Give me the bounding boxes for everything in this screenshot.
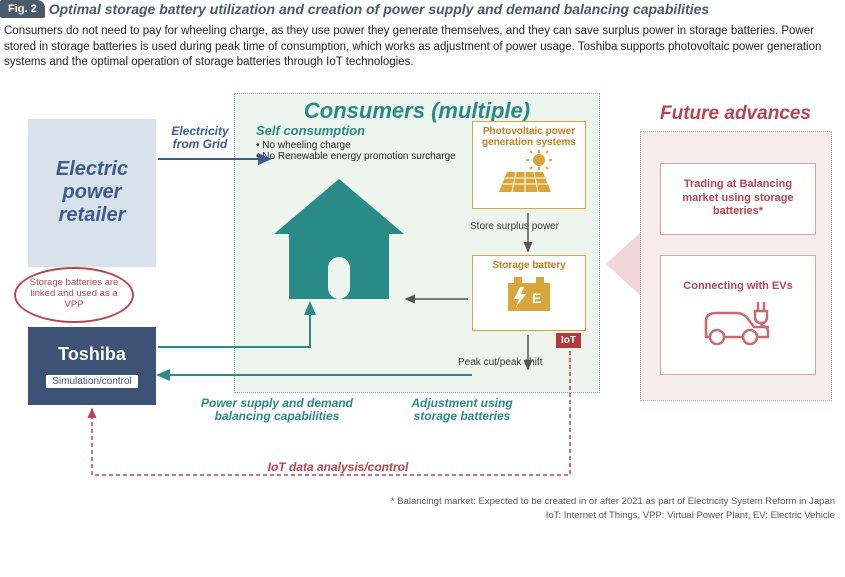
vpp-text: Storage batteries are linked and used as… (20, 278, 128, 311)
grid-arrow-label: Electricity from Grid (160, 125, 240, 153)
pv-title: Photovoltaic power generation systems (477, 126, 581, 148)
store-surplus-label: Store surplus power (470, 221, 559, 232)
pv-box: Photovoltaic power generation systems (472, 121, 586, 209)
figure-header: Fig. 2 Optimal storage battery utilizati… (0, 0, 845, 18)
footnote-2: IoT: Internet of Things, VPP: Virtual Po… (546, 510, 835, 521)
adjustment-arrow-label: Adjustment using storage batteries (392, 397, 532, 425)
toshiba-name: Toshiba (58, 344, 126, 365)
ev-icon (698, 299, 778, 349)
storage-title: Storage battery (477, 260, 581, 271)
iot-tag: IoT (556, 333, 581, 348)
bullet-2: No Renewable energy promotion surcharge (256, 151, 456, 162)
future-card-trading: Trading at Balancing market using storag… (660, 163, 816, 235)
self-consumption-title: Self consumption (256, 123, 456, 138)
balancing-arrow-label: Power supply and demand balancing capabi… (192, 397, 362, 425)
toshiba-box: Toshiba Simulation/control (28, 327, 156, 405)
intro-paragraph: Consumers do not need to pay for wheelin… (4, 24, 841, 71)
figure-title: Optimal storage battery utilization and … (49, 1, 709, 17)
vpp-ellipse: Storage batteries are linked and used as… (14, 267, 134, 323)
house-icon (274, 179, 404, 299)
retailer-label: Electric power retailer (28, 158, 156, 227)
self-consumption-block: Self consumption No wheeling charge No R… (256, 123, 456, 162)
retailer-box: Electric power retailer (28, 119, 156, 267)
peak-cut-label: Peak cut/peak shift (458, 357, 543, 369)
future-card-ev-text: Connecting with EVs (683, 280, 792, 294)
future-pointer-icon (604, 229, 644, 299)
toshiba-sim-label: Simulation/control (46, 375, 137, 388)
svg-text:E: E (532, 290, 541, 306)
diagram-canvas: Electric power retailer Storage batterie… (0, 79, 845, 549)
bullet-1: No wheeling charge (256, 140, 456, 151)
sun-panel-icon (499, 150, 559, 194)
future-title: Future advances (660, 103, 811, 125)
figure-badge: Fig. 2 (0, 0, 45, 18)
footnote-1: * Balancingt market: Expected to be crea… (391, 496, 835, 507)
battery-icon: E (504, 275, 554, 313)
future-card-ev: Connecting with EVs (660, 255, 816, 375)
future-card-trading-text: Trading at Balancing market using storag… (667, 178, 809, 219)
self-consumption-bullets: No wheeling charge No Renewable energy p… (256, 140, 456, 162)
iot-data-arrow-label: IoT data analysis/control (238, 461, 438, 475)
storage-battery-box: Storage battery E (472, 255, 586, 331)
